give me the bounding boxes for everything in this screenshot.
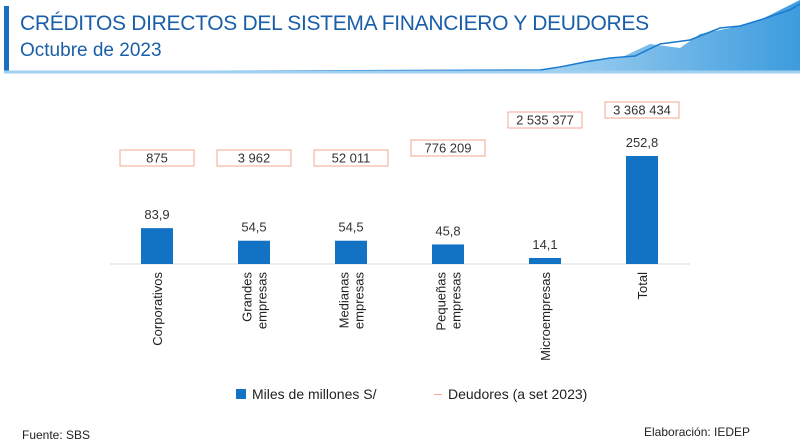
bar (335, 240, 367, 264)
legend-item-debtors: Deudores (a set 2023) (434, 386, 587, 402)
bar (529, 257, 561, 264)
category-label-line: empresas (255, 272, 270, 330)
debtor-value-label: 3 962 (238, 151, 271, 166)
category-label-line: empresas (449, 272, 464, 330)
bar-value-label: 252,8 (626, 135, 659, 150)
bar-value-label: 45,8 (435, 223, 460, 238)
category-label-line: Grandes (240, 272, 255, 322)
bar (238, 240, 270, 264)
debtor-box (216, 149, 292, 167)
page-title: CRÉDITOS DIRECTOS DEL SISTEMA FINANCIERO… (20, 12, 649, 35)
debtor-box (313, 149, 389, 167)
debtor-box (604, 101, 680, 119)
legend-swatch-bar (236, 389, 246, 399)
category-label-line: empresas (352, 272, 367, 330)
debtor-box (507, 111, 583, 129)
legend-label: Miles de millones S/ (252, 386, 377, 402)
bar (141, 228, 173, 264)
legend-item-credits: Miles de millones S/ (236, 386, 377, 402)
category-label-line: Corporativos (150, 272, 165, 346)
debtor-value-label: 52 011 (332, 151, 371, 166)
source-note: Fuente: SBS (22, 428, 91, 442)
debtor-value-label: 2 535 377 (516, 113, 574, 128)
debtor-box (119, 149, 195, 167)
bar-value-label: 83,9 (144, 207, 169, 222)
debtor-value-label: 776 209 (425, 141, 472, 156)
legend-swatch-box (434, 393, 442, 395)
category-label: Pequeñas empresas (434, 272, 464, 331)
bar (432, 244, 464, 264)
category-label-line: Pequeñas (434, 272, 449, 331)
category-label: Grandes empresas (240, 272, 270, 330)
bar-value-label: 54,5 (338, 220, 363, 235)
legend-label: Deudores (a set 2023) (448, 386, 588, 402)
credit-note: Elaboración: IEDEP (644, 425, 751, 439)
debtor-value-label: 875 (146, 151, 168, 166)
category-label-line: Total (635, 272, 650, 300)
bar (626, 156, 658, 264)
header-decoration (3, 0, 800, 74)
bar-value-label: 54,5 (241, 220, 266, 235)
category-label-line: Medianas (337, 272, 352, 329)
category-label: Corporativos (150, 272, 165, 346)
debtor-value-label: 3 368 434 (613, 103, 671, 118)
category-label-line: Microempresas (538, 272, 553, 361)
page-subtitle: Octubre de 2023 (20, 40, 162, 61)
bar-value-label: 14,1 (532, 237, 557, 252)
category-label: Total (635, 272, 650, 300)
category-label: Microempresas (538, 272, 553, 361)
category-label: Medianas empresas (337, 272, 367, 330)
debtor-box (410, 139, 486, 157)
